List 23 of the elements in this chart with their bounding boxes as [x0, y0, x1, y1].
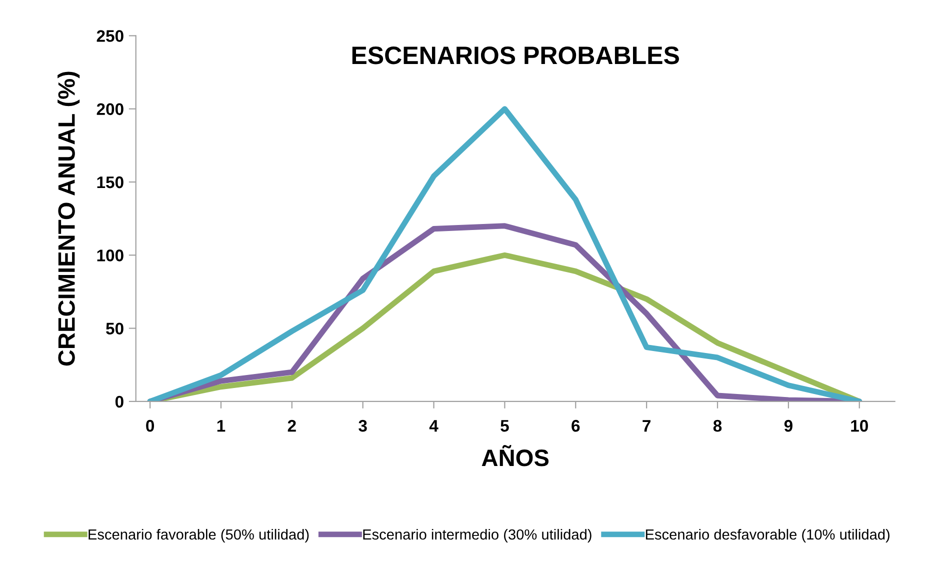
- y-tick-label: 250: [96, 30, 124, 42]
- x-tick-label: 10: [851, 420, 868, 432]
- y-tick-label: 200: [96, 103, 124, 116]
- legend-label: Escenario intermedio (30% utilidad): [363, 528, 592, 543]
- x-tick-label: 0: [146, 420, 154, 432]
- x-tick-label: 2: [288, 420, 296, 432]
- x-tick-label: 9: [784, 420, 792, 432]
- legend-label: Escenario favorable (50% utilidad): [88, 528, 309, 543]
- x-tick-label: 7: [642, 420, 650, 432]
- legend-label: Escenario desfavorable (10% utilidad): [646, 528, 890, 543]
- y-axis-title: CRECIMIENTO ANUAL (%): [58, 72, 80, 366]
- chart-title: ESCENARIOS PROBABLES: [352, 46, 679, 64]
- x-axis-title: AÑOS: [482, 445, 549, 466]
- x-tick-label: 8: [713, 420, 722, 432]
- x-tick-label: 6: [572, 420, 580, 432]
- x-tick-label: 1: [217, 420, 226, 432]
- x-tick-label: 3: [358, 420, 367, 432]
- x-tick-label: 4: [429, 420, 438, 432]
- y-tick-label: 50: [106, 322, 124, 334]
- y-tick-label: 0: [115, 396, 124, 408]
- y-tick-label: 150: [97, 176, 124, 188]
- x-tick-label: 5: [500, 420, 509, 432]
- y-tick-label: 100: [97, 250, 124, 262]
